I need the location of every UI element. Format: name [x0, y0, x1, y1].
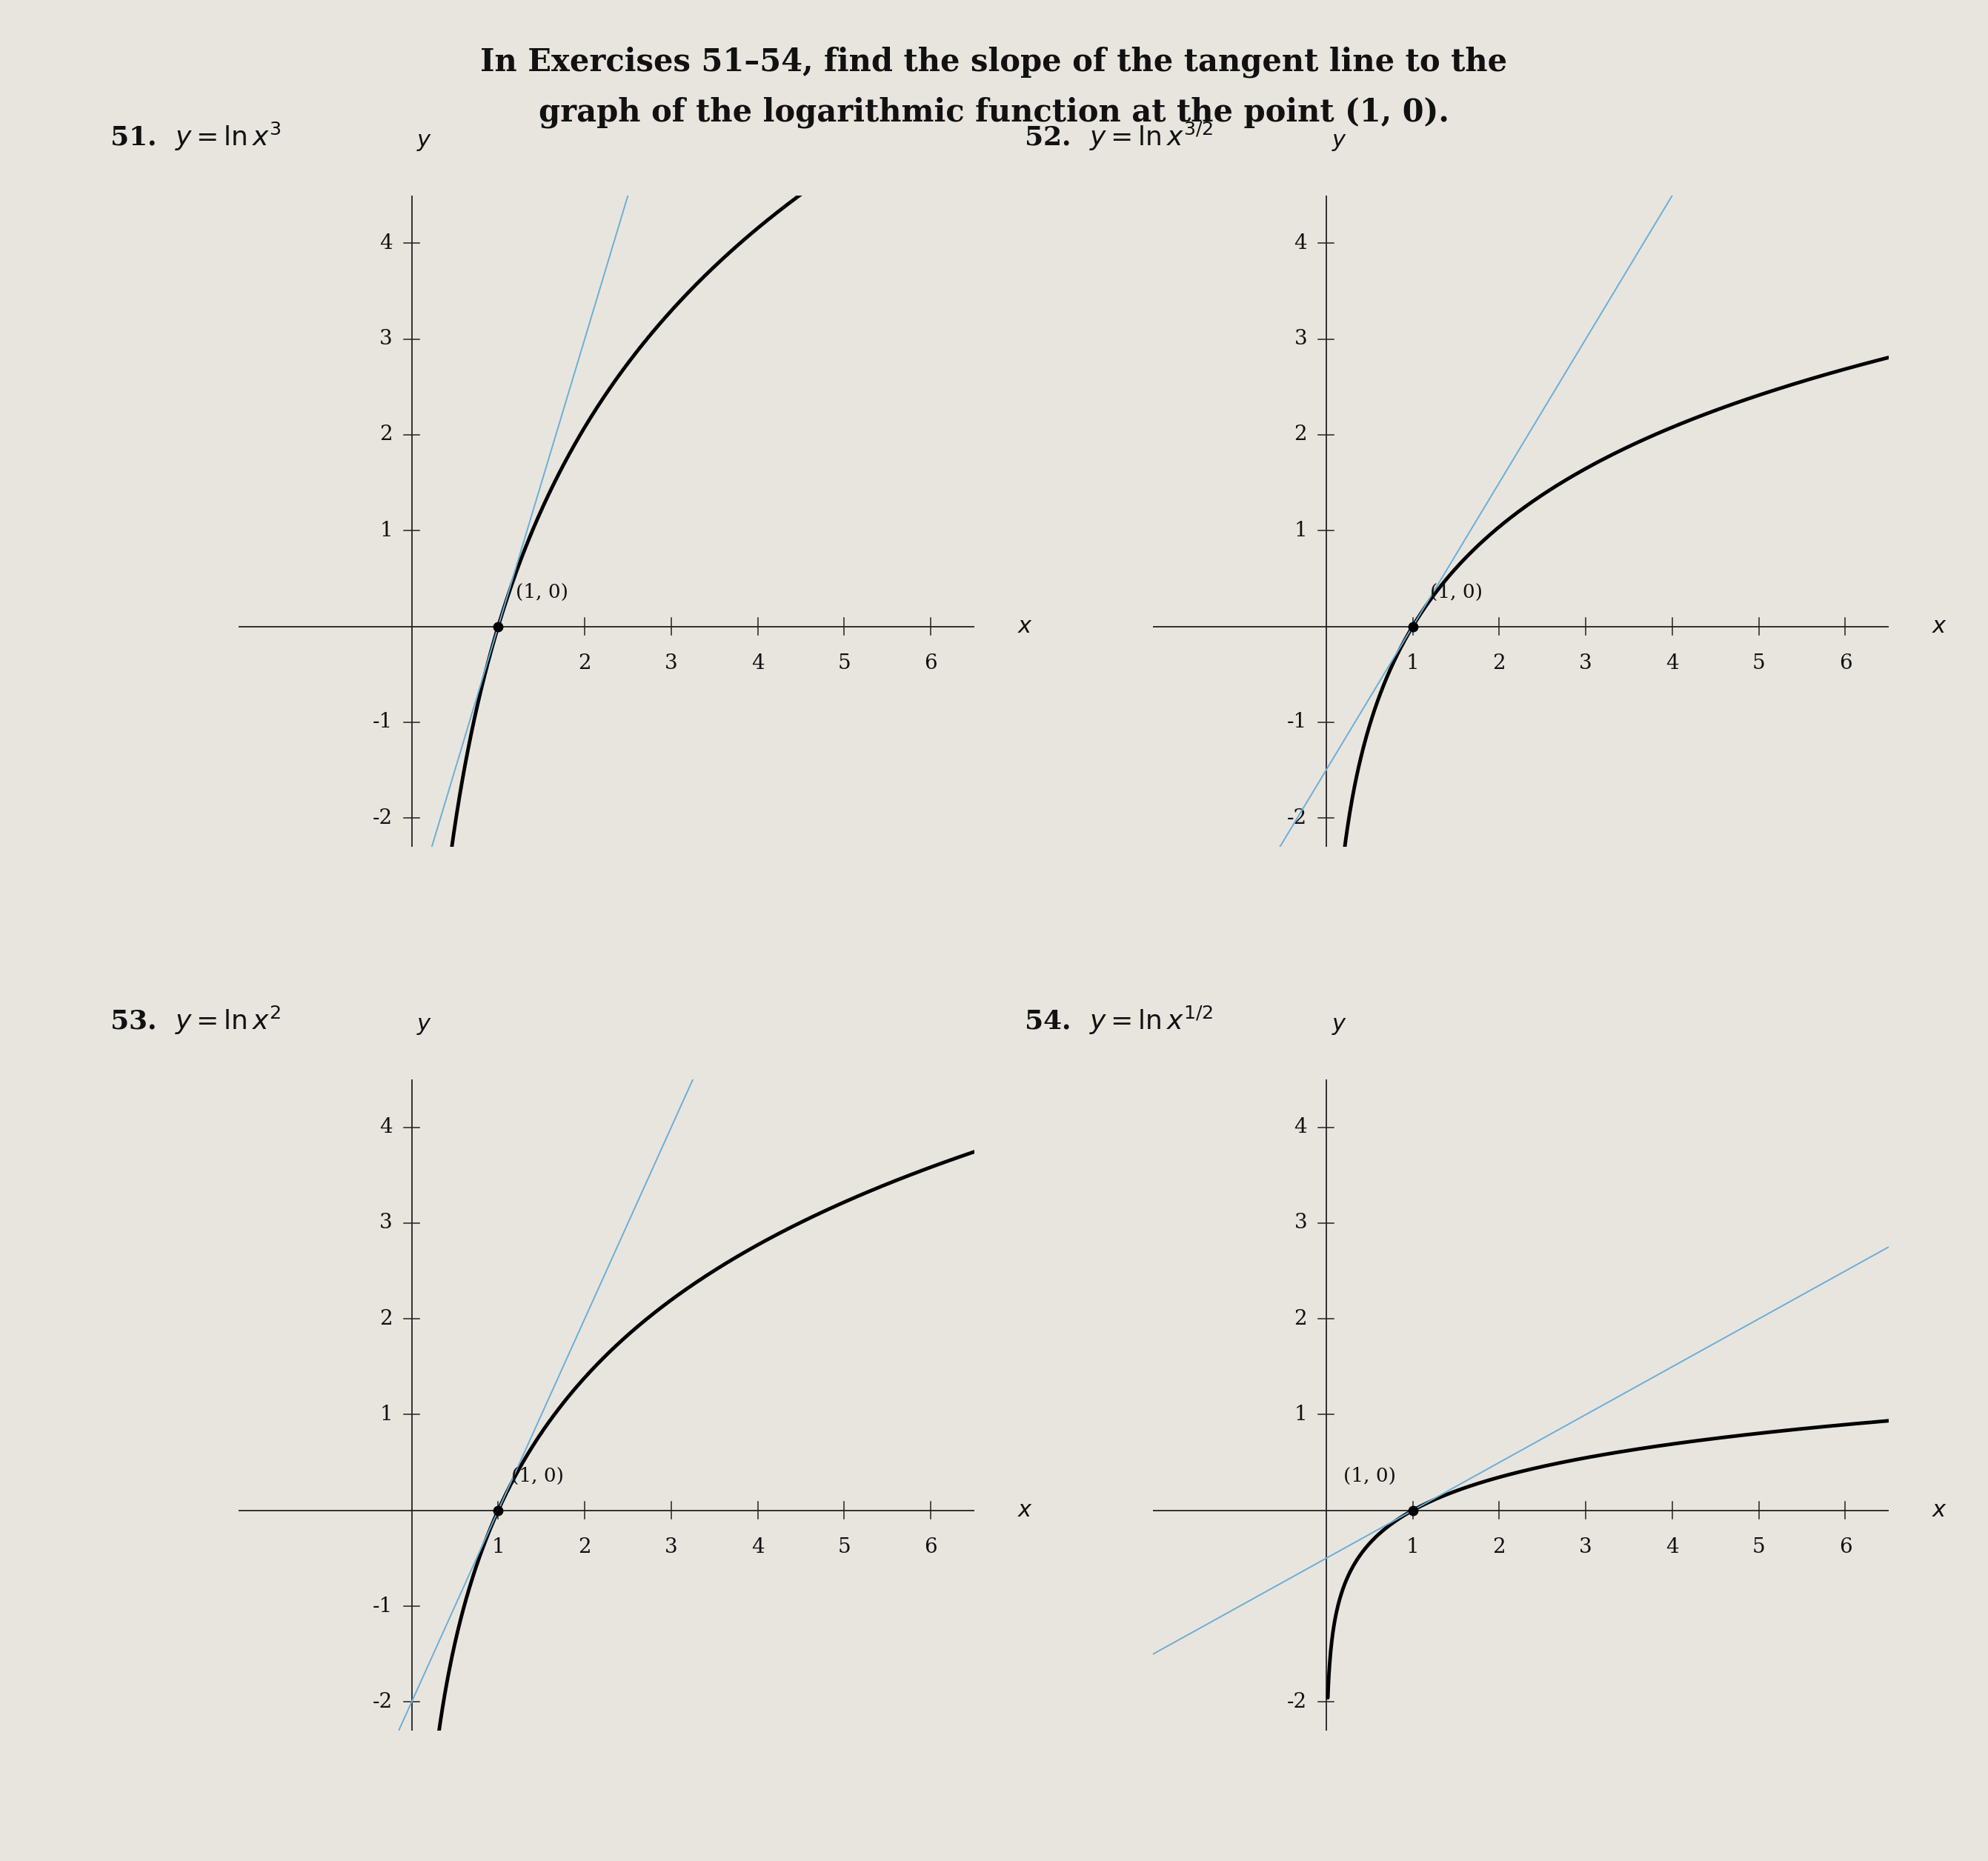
Text: 2: 2 [1294, 1308, 1306, 1329]
Text: 3: 3 [1578, 1537, 1592, 1558]
Text: 52.  $y = \ln x^{3/2}$: 52. $y = \ln x^{3/2}$ [1024, 121, 1213, 153]
Text: -1: -1 [1286, 713, 1306, 731]
Text: 2: 2 [1294, 424, 1306, 445]
Text: -1: -1 [372, 713, 392, 731]
Text: 3: 3 [380, 1213, 392, 1234]
Text: 2: 2 [380, 424, 392, 445]
Text: 2: 2 [1493, 653, 1505, 674]
Text: 6: 6 [924, 1537, 938, 1558]
Text: -2: -2 [1286, 808, 1306, 828]
Text: 3: 3 [1294, 1213, 1306, 1234]
Text: (1, 0): (1, 0) [515, 582, 569, 601]
Text: 5: 5 [1751, 653, 1765, 674]
Text: -2: -2 [372, 1692, 392, 1712]
Text: 3: 3 [664, 1537, 678, 1558]
Text: 4: 4 [1294, 233, 1306, 253]
Text: In Exercises 51–54, find the slope of the tangent line to the: In Exercises 51–54, find the slope of th… [481, 47, 1507, 78]
Text: graph of the logarithmic function at the point (1, 0).: graph of the logarithmic function at the… [539, 97, 1449, 128]
Text: 1: 1 [380, 521, 392, 542]
Text: $y$: $y$ [1332, 1012, 1348, 1037]
Text: -1: -1 [372, 1597, 392, 1615]
Text: 6: 6 [1839, 653, 1853, 674]
Text: 4: 4 [1294, 1117, 1306, 1137]
Text: 1: 1 [1406, 1537, 1419, 1558]
Text: 3: 3 [380, 329, 392, 350]
Text: -2: -2 [1286, 1692, 1306, 1712]
Text: 6: 6 [924, 653, 938, 674]
Text: 5: 5 [837, 653, 851, 674]
Text: $x$: $x$ [1932, 614, 1948, 638]
Text: 4: 4 [380, 233, 392, 253]
Text: $x$: $x$ [1018, 1498, 1034, 1522]
Text: $y$: $y$ [417, 128, 433, 153]
Text: -2: -2 [372, 808, 392, 828]
Text: 5: 5 [837, 1537, 851, 1558]
Text: 1: 1 [1294, 521, 1306, 542]
Text: 2: 2 [1493, 1537, 1505, 1558]
Text: 3: 3 [1294, 329, 1306, 350]
Text: 4: 4 [1666, 653, 1678, 674]
Text: 1: 1 [491, 1537, 505, 1558]
Text: 1: 1 [380, 1405, 392, 1426]
Text: 1: 1 [1406, 653, 1419, 674]
Text: 4: 4 [751, 653, 763, 674]
Text: 5: 5 [1751, 1537, 1765, 1558]
Text: 2: 2 [579, 1537, 590, 1558]
Text: 1: 1 [1294, 1405, 1306, 1426]
Text: 4: 4 [1666, 1537, 1678, 1558]
Text: 3: 3 [664, 653, 678, 674]
Text: 51.  $y = \ln x^3$: 51. $y = \ln x^3$ [109, 121, 280, 153]
Text: 2: 2 [579, 653, 590, 674]
Text: 54.  $y = \ln x^{1/2}$: 54. $y = \ln x^{1/2}$ [1024, 1005, 1213, 1037]
Text: 6: 6 [1839, 1537, 1853, 1558]
Text: $x$: $x$ [1018, 614, 1034, 638]
Text: 4: 4 [751, 1537, 763, 1558]
Text: (1, 0): (1, 0) [1429, 582, 1483, 601]
Text: 3: 3 [1578, 653, 1592, 674]
Text: 4: 4 [380, 1117, 392, 1137]
Text: (1, 0): (1, 0) [1344, 1466, 1396, 1485]
Text: $y$: $y$ [417, 1012, 433, 1037]
Text: $x$: $x$ [1932, 1498, 1948, 1522]
Text: 53.  $y = \ln x^2$: 53. $y = \ln x^2$ [109, 1005, 280, 1037]
Text: $y$: $y$ [1332, 128, 1348, 153]
Text: 2: 2 [380, 1308, 392, 1329]
Text: (1, 0): (1, 0) [511, 1466, 565, 1485]
